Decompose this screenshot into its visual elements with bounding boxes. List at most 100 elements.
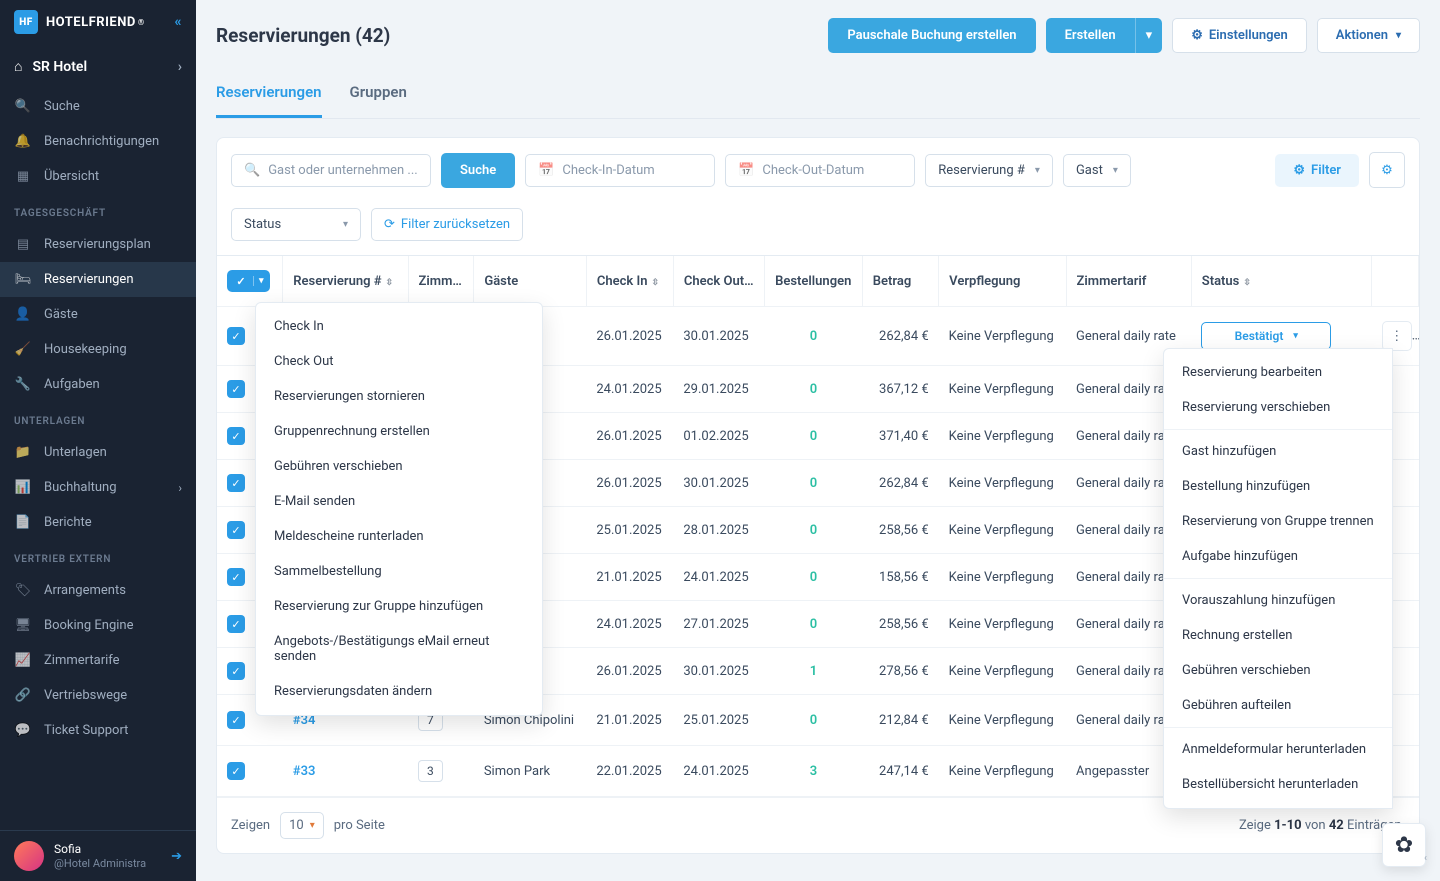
reservation-no-dropdown[interactable]: Reservierung #▾ — [925, 154, 1053, 187]
th-orders[interactable]: Bestellungen — [765, 256, 863, 307]
sidebar-item-accounting[interactable]: 📊Buchhaltung› — [0, 470, 196, 505]
settings-button[interactable]: ⚙Einstellungen — [1172, 18, 1307, 53]
guest-dropdown[interactable]: Gast▾ — [1063, 154, 1131, 187]
search-button[interactable]: Suche — [441, 153, 515, 188]
help-widget[interactable]: ✿ ‹ — [1382, 823, 1426, 867]
sidebar-item-notifications[interactable]: 🔔Benachrichtigungen — [0, 124, 196, 159]
cell-orders: 1 — [765, 648, 863, 695]
chevron-down-icon: ▾ — [1113, 165, 1118, 176]
bulk-menu-item[interactable]: Meldescheine runterladen — [256, 519, 542, 554]
select-all-toggle[interactable]: ✓▾ — [227, 270, 270, 292]
filter-button[interactable]: ⚙Filter — [1275, 154, 1359, 187]
bulk-menu-item[interactable]: Check Out — [256, 344, 542, 379]
th-res-no[interactable]: Reservierung #⇳ — [283, 256, 408, 307]
th-checkout[interactable]: Check Out⇳ — [673, 256, 764, 307]
cell-checkout: 25.01.2025 — [673, 695, 764, 746]
bulk-menu-item[interactable]: Reservierungen stornieren — [256, 379, 542, 414]
row-menu-item[interactable]: Bestellung hinzufügen — [1164, 469, 1392, 504]
content-scroll[interactable]: Reservierungen (42) Pauschale Buchung er… — [196, 0, 1440, 881]
reset-filters-button[interactable]: ⟳Filter zurücksetzen — [371, 208, 523, 241]
sidebar-item-reports[interactable]: 📄Berichte — [0, 505, 196, 540]
page-size-selector[interactable]: 10▾ — [280, 812, 324, 839]
bulk-menu-item[interactable]: Angebots-/Bestätigungs eMail erneut send… — [256, 624, 542, 674]
tab-groups[interactable]: Gruppen — [350, 71, 407, 118]
cell-board: Keine Verpflegung — [939, 460, 1066, 507]
row-checkbox[interactable]: ✓ — [227, 568, 245, 586]
cell-checkout: 01.02.2025 — [673, 413, 764, 460]
create-button[interactable]: Erstellen — [1046, 18, 1135, 53]
row-more-button[interactable]: ⋮ — [1382, 321, 1412, 351]
th-amount[interactable]: Betrag — [862, 256, 938, 307]
row-menu-item[interactable]: Reservierung bearbeiten — [1164, 355, 1392, 390]
status-dropdown[interactable]: Status▾ — [231, 208, 361, 241]
th-checkin[interactable]: Check In⇳ — [586, 256, 673, 307]
row-menu-item[interactable]: Reservierung von Gruppe trennen — [1164, 504, 1392, 539]
row-menu-item[interactable]: Aufgabe hinzufügen — [1164, 539, 1392, 574]
sidebar-item-reservation-plan[interactable]: ▤Reservierungsplan — [0, 227, 196, 262]
row-checkbox[interactable]: ✓ — [227, 327, 245, 345]
status-pill[interactable]: Bestätigt▾ — [1201, 322, 1331, 350]
bulk-menu-item[interactable]: Sammelbestellung — [256, 554, 542, 589]
bulk-menu-item[interactable]: Gebühren verschieben — [256, 449, 542, 484]
row-checkbox[interactable]: ✓ — [227, 521, 245, 539]
user-block[interactable]: Sofia @Hotel Administra ➔ — [0, 830, 196, 881]
create-dropdown-toggle[interactable]: ▾ — [1135, 18, 1163, 53]
chevron-down-icon: ▾ — [1293, 331, 1298, 341]
sidebar-item-booking-engine[interactable]: 🖥Booking Engine — [0, 608, 196, 643]
bulk-menu-item[interactable]: Reservierungsdaten ändern — [256, 674, 542, 709]
sidebar-item-housekeeping[interactable]: 🧹Housekeeping — [0, 332, 196, 367]
sidebar-item-reservations[interactable]: 🛏Reservierungen — [0, 262, 196, 297]
sidebar-item-documents[interactable]: 📁Unterlagen — [0, 435, 196, 470]
cell-orders: 0 — [765, 601, 863, 648]
row-menu-item[interactable]: Anmeldeformular herunterladen — [1164, 732, 1392, 767]
sort-icon: ⇳ — [386, 278, 394, 288]
row-menu-item[interactable]: Bestellübersicht herunterladen — [1164, 767, 1392, 802]
sidebar-item-arrangements[interactable]: 🏷Arrangements — [0, 573, 196, 608]
th-guests[interactable]: Gäste — [474, 256, 587, 307]
sidebar-item-channels[interactable]: 🔗Vertriebswege — [0, 678, 196, 713]
sidebar-item-guests[interactable]: 👤Gäste — [0, 297, 196, 332]
row-menu-item[interactable]: Gast hinzufügen — [1164, 434, 1392, 469]
bulk-menu-item[interactable]: E-Mail senden — [256, 484, 542, 519]
section-ext-label: VERTRIEB EXTERN — [0, 540, 196, 573]
row-menu-item[interactable]: Gebühren aufteilen — [1164, 688, 1392, 723]
row-checkbox[interactable]: ✓ — [227, 380, 245, 398]
row-checkbox[interactable]: ✓ — [227, 762, 245, 780]
row-checkbox[interactable]: ✓ — [227, 662, 245, 680]
th-status[interactable]: Status⇳ — [1191, 256, 1371, 307]
sidebar-collapse-icon[interactable]: « — [175, 14, 183, 30]
row-checkbox[interactable]: ✓ — [227, 711, 245, 729]
cell-amount: 262,84 € — [862, 460, 938, 507]
sidebar-item-search[interactable]: 🔍Suche — [0, 89, 196, 124]
cell-res-no[interactable]: #33 — [283, 746, 408, 797]
tab-reservations[interactable]: Reservierungen — [216, 71, 322, 118]
row-checkbox[interactable]: ✓ — [227, 427, 245, 445]
bulk-menu-item[interactable]: Reservierung zur Gruppe hinzufügen — [256, 589, 542, 624]
th-board[interactable]: Verpflegung — [939, 256, 1066, 307]
bulk-menu-item[interactable]: Gruppenrechnung erstellen — [256, 414, 542, 449]
actions-button[interactable]: Aktionen▾ — [1317, 18, 1420, 53]
th-room[interactable]: Zimmer — [408, 256, 474, 307]
row-menu-item[interactable]: Vorauszahlung hinzufügen — [1164, 583, 1392, 618]
cell-checkin: 26.01.2025 — [586, 413, 673, 460]
settings-gear-button[interactable]: ⚙ — [1369, 152, 1405, 188]
cell-orders: 0 — [765, 695, 863, 746]
row-menu-item[interactable]: Gebühren verschieben — [1164, 653, 1392, 688]
hotel-selector[interactable]: ⌂ SR Hotel › — [0, 44, 196, 89]
row-menu-item[interactable]: Reservierung verschieben — [1164, 390, 1392, 425]
sidebar-item-overview[interactable]: ▦Übersicht — [0, 159, 196, 194]
row-menu-item[interactable]: Rechnung erstellen — [1164, 618, 1392, 653]
row-checkbox[interactable]: ✓ — [227, 474, 245, 492]
calendar-icon: 📅 — [538, 163, 554, 178]
content-card: 🔍 Suche 📅 📅 Reservierung #▾ Gast▾ ⚙Filte… — [216, 137, 1420, 854]
sidebar-item-tasks[interactable]: 🔧Aufgaben — [0, 367, 196, 402]
bulk-menu-item[interactable]: Check In — [256, 309, 542, 344]
checkout-date-input[interactable] — [762, 163, 902, 178]
search-input[interactable] — [268, 163, 418, 178]
sidebar-item-ticket-support[interactable]: 💬Ticket Support — [0, 713, 196, 748]
sidebar-item-room-rates[interactable]: 📈Zimmertarife — [0, 643, 196, 678]
checkin-date-input[interactable] — [562, 163, 702, 178]
row-checkbox[interactable]: ✓ — [227, 615, 245, 633]
bulk-booking-button[interactable]: Pauschale Buchung erstellen — [828, 18, 1035, 53]
th-rate[interactable]: Zimmertarif — [1066, 256, 1191, 307]
